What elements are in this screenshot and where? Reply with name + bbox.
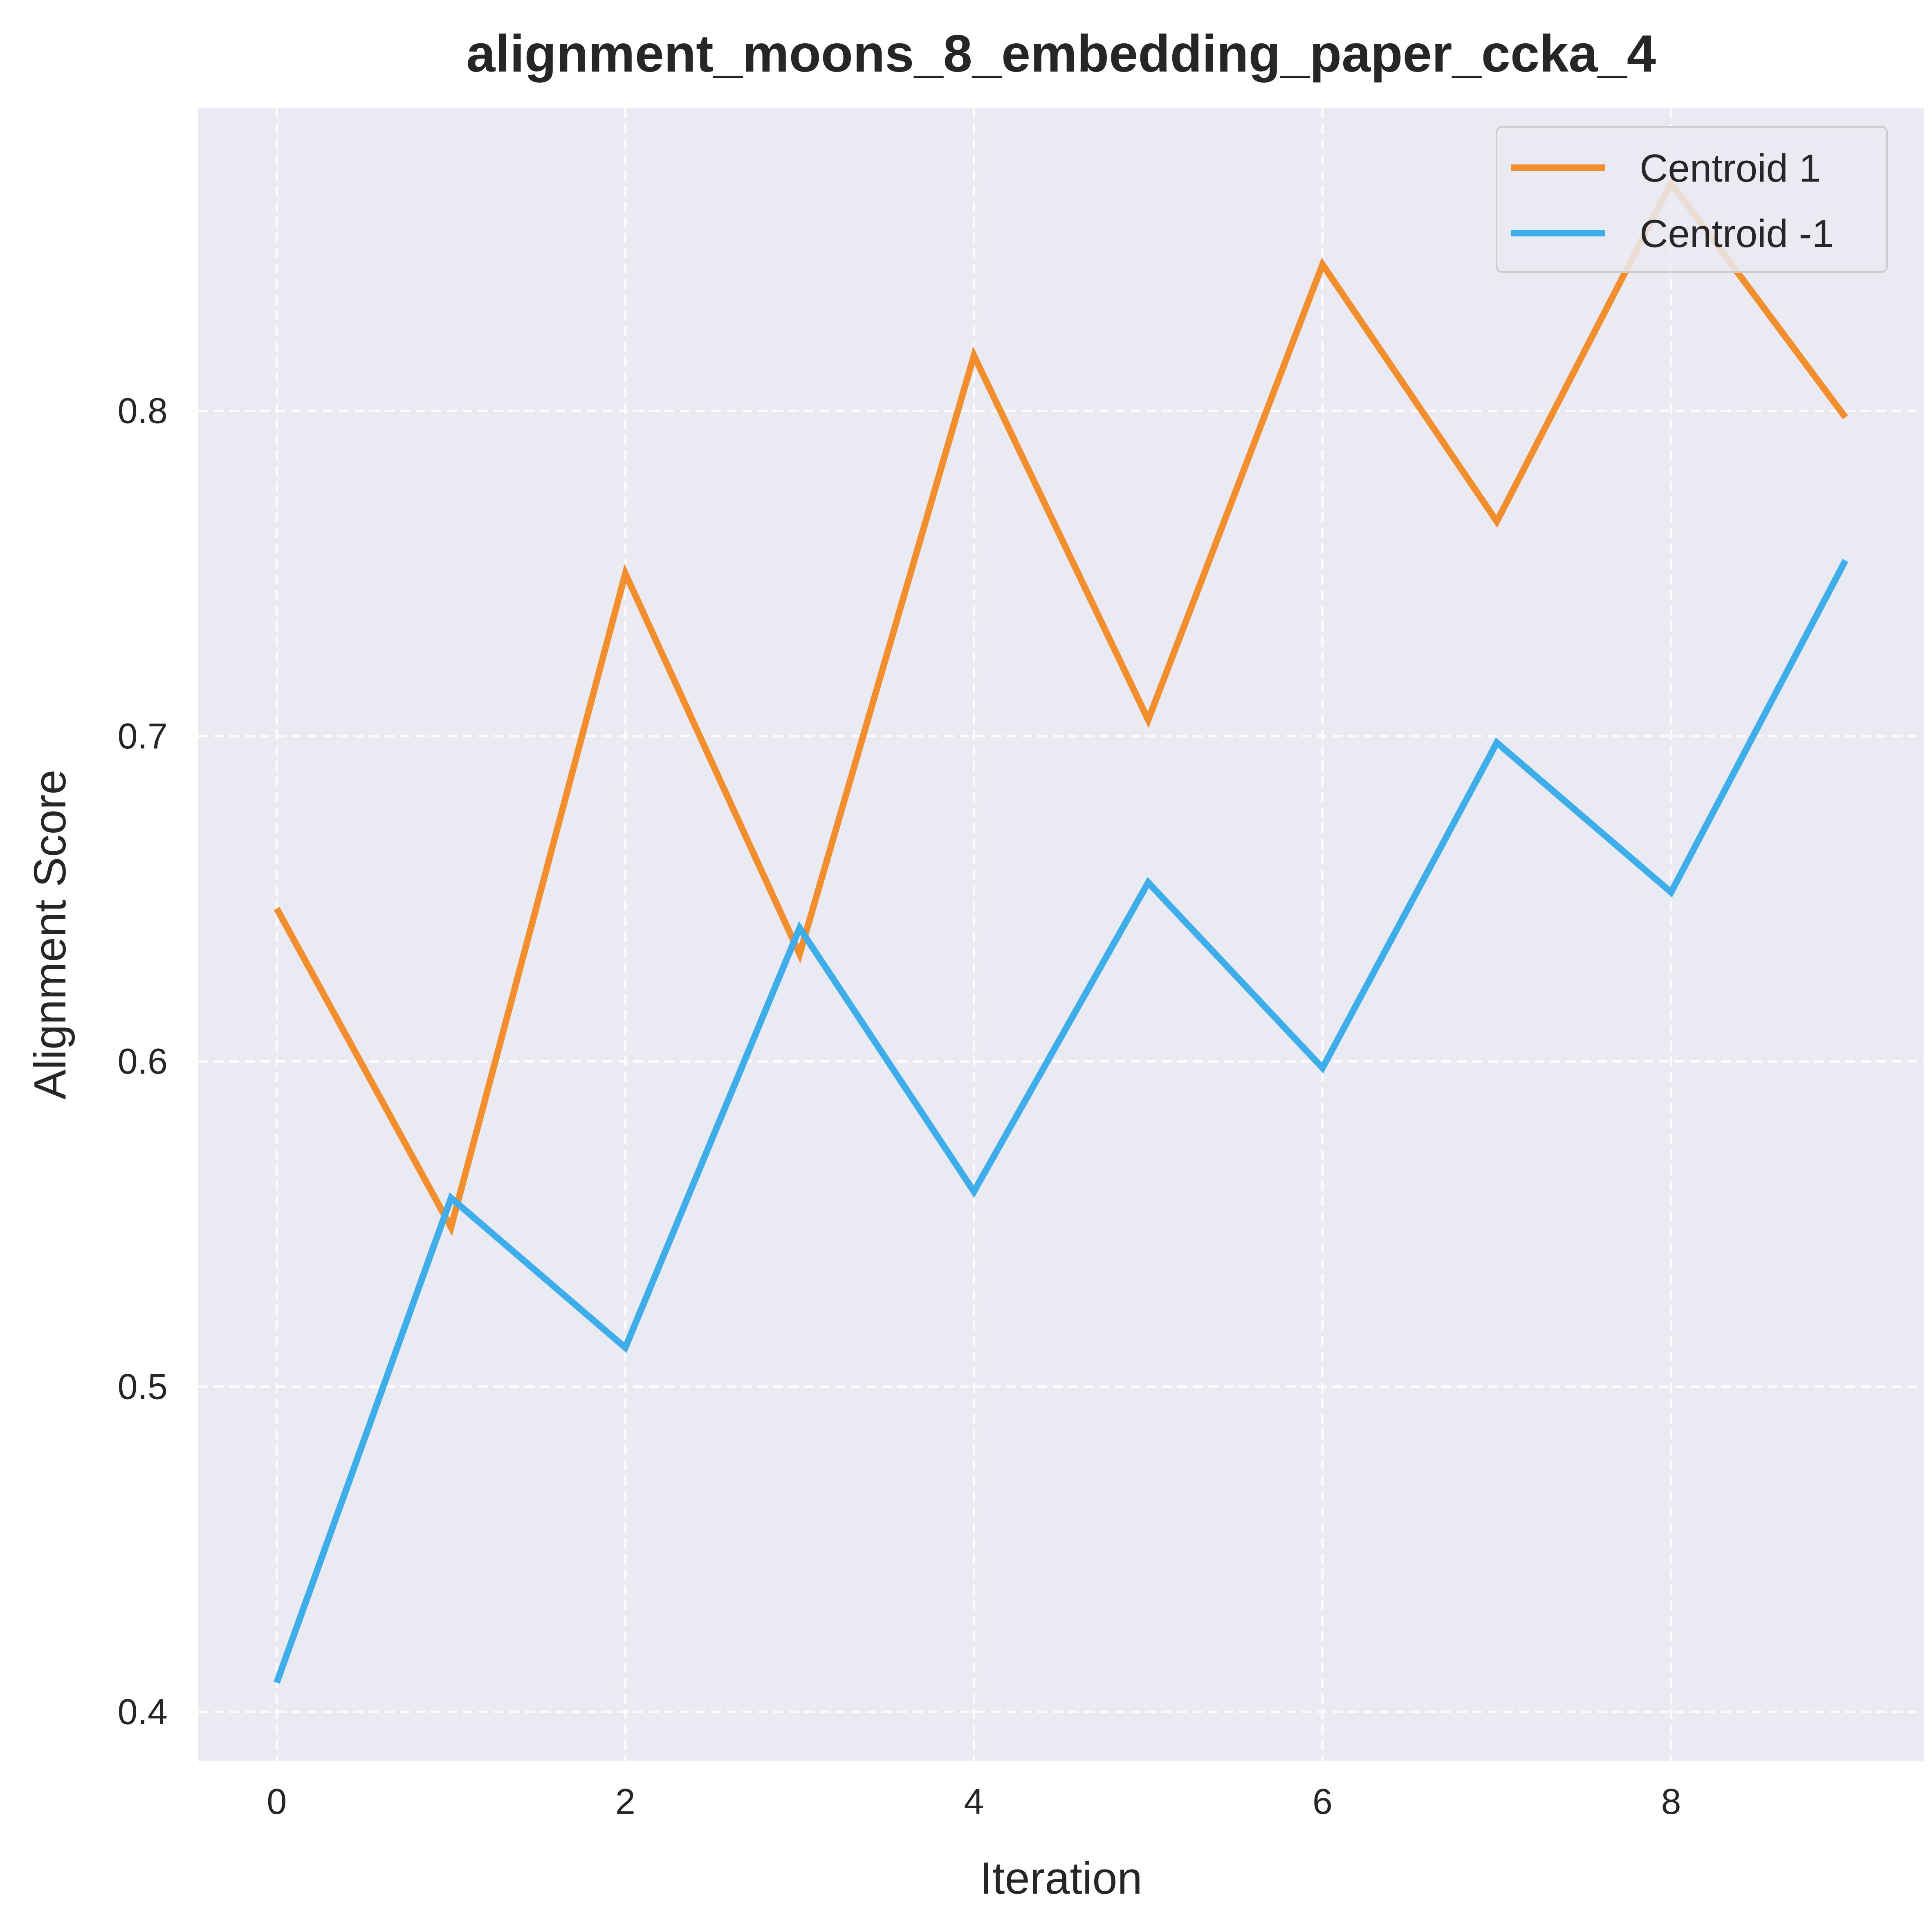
x-axis-ticks: 0 2 4 6 8 bbox=[267, 1781, 1681, 1822]
legend-label-1: Centroid 1 bbox=[1640, 146, 1821, 190]
series-line-1 bbox=[274, 177, 1848, 1236]
plot-area bbox=[198, 108, 1924, 1761]
y-axis-label: Alignment Score bbox=[25, 769, 75, 1099]
legend: Centroid 1 Centroid -1 bbox=[1496, 126, 1888, 273]
legend-label-2: Centroid -1 bbox=[1640, 212, 1834, 256]
x-axis-label: Iteration bbox=[980, 1853, 1142, 1903]
series-layer bbox=[274, 177, 1849, 1684]
y-tick-label: 0.4 bbox=[118, 1692, 168, 1732]
x-tick-label: 4 bbox=[964, 1781, 984, 1822]
y-tick-label: 0.8 bbox=[118, 391, 168, 431]
series-line-2 bbox=[274, 559, 1849, 1684]
y-tick-label: 0.6 bbox=[118, 1041, 168, 1081]
x-tick-label: 2 bbox=[615, 1781, 635, 1822]
grid bbox=[198, 108, 1924, 1761]
y-tick-label: 0.5 bbox=[118, 1366, 168, 1407]
y-tick-label: 0.7 bbox=[118, 716, 168, 756]
x-tick-label: 6 bbox=[1313, 1781, 1333, 1822]
x-tick-label: 8 bbox=[1661, 1781, 1681, 1822]
chart-title: alignment_moons_8_embedding_paper_ccka_4 bbox=[466, 25, 1656, 83]
x-tick-label: 0 bbox=[267, 1781, 287, 1822]
y-axis-ticks: 0.4 0.5 0.6 0.7 0.8 bbox=[118, 391, 168, 1732]
